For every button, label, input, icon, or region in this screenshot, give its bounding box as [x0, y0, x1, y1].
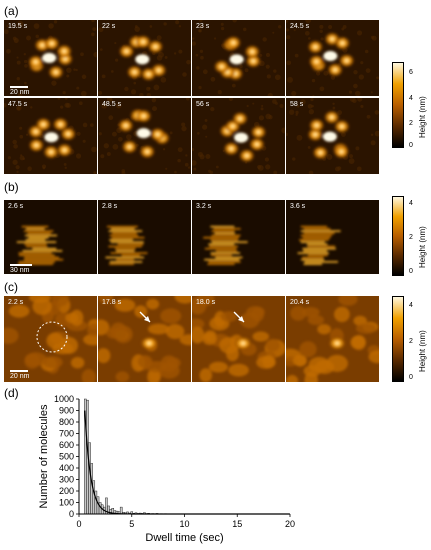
afm-image: 2.2 s 20 nm	[4, 296, 97, 382]
afm-image: 3.6 s	[286, 200, 379, 274]
y-tick-label: 700	[59, 429, 74, 439]
colorbar-b-tick: 0	[409, 268, 413, 275]
afm-image: 18.0 s	[192, 296, 285, 382]
timestamp-label: 3.2 s	[196, 203, 212, 210]
afm-image: 2.8 s	[98, 200, 191, 274]
colorbar-a-tick: 0	[409, 142, 413, 149]
colorbar-a-tick: 2	[409, 120, 413, 127]
timestamp-label: 23 s	[196, 23, 210, 30]
fit-curve	[84, 410, 290, 515]
afm-image: 19.5 s 20 nm	[4, 20, 97, 96]
timestamp-label: 3.6 s	[290, 203, 306, 210]
y-tick-label: 900	[59, 406, 74, 416]
timestamp-label: 20.4 s	[290, 299, 310, 306]
scale-bar-label: 20 nm	[10, 373, 30, 380]
afm-image: 48.5 s	[98, 98, 191, 174]
y-axis-label: Number of molecules	[38, 404, 50, 508]
scale-bar-label: 30 nm	[10, 267, 30, 274]
colorbar-a	[392, 62, 404, 148]
x-tick-label: 15	[232, 519, 242, 529]
panel-d-label: (d)	[4, 386, 19, 400]
panel-a-label: (a)	[4, 4, 19, 18]
histogram-bar	[119, 506, 123, 515]
afm-image: 24.5 s	[286, 20, 379, 96]
timestamp-label: 58 s	[290, 101, 304, 108]
scale-bar	[10, 370, 28, 372]
x-tick-label: 20	[285, 519, 295, 529]
panel-b-label: (b)	[4, 180, 19, 194]
timestamp-label: 47.5 s	[8, 101, 28, 108]
timestamp-label: 2.6 s	[8, 203, 24, 210]
timestamp-label: 17.8 s	[102, 299, 122, 306]
scale-bar	[10, 86, 28, 88]
histogram-bar	[94, 490, 98, 515]
x-tick-label: 5	[129, 519, 134, 529]
y-tick-label: 800	[59, 417, 74, 427]
afm-image: 20.4 s	[286, 296, 379, 382]
timestamp-label: 48.5 s	[102, 101, 122, 108]
colorbar-c-tick: 4	[409, 302, 413, 309]
afm-image: 23 s	[192, 20, 285, 96]
afm-image: 2.6 s 30 nm	[4, 200, 97, 274]
colorbar-b-tick: 2	[409, 234, 413, 241]
timestamp-label: 19.5 s	[8, 23, 28, 30]
colorbar-c-label: Height (nm)	[418, 330, 427, 372]
scale-bar	[10, 264, 32, 266]
timestamp-label: 56 s	[196, 101, 210, 108]
y-tick-label: 600	[59, 440, 74, 450]
colorbar-b	[392, 196, 404, 276]
scale-bar-label: 20 nm	[10, 89, 30, 96]
timestamp-label: 2.8 s	[102, 203, 118, 210]
y-tick-label: 300	[59, 475, 74, 485]
colorbar-a-tick: 4	[409, 95, 413, 102]
y-tick-label: 0	[69, 509, 74, 519]
y-tick-label: 100	[59, 498, 74, 508]
panel-c-label: (c)	[4, 280, 18, 294]
colorbar-c	[392, 296, 404, 382]
afm-image: 22 s	[98, 20, 191, 96]
timestamp-label: 24.5 s	[290, 23, 310, 30]
y-tick-label: 1000	[54, 394, 74, 404]
histogram-bar	[88, 442, 91, 515]
timestamp-label: 22 s	[102, 23, 116, 30]
colorbar-b-tick: 4	[409, 200, 413, 207]
afm-image: 58 s	[286, 98, 379, 174]
timestamp-label: 18.0 s	[196, 299, 216, 306]
colorbar-a-label: Height (nm)	[418, 96, 427, 138]
colorbar-c-tick: 2	[409, 338, 413, 345]
afm-image: 3.2 s	[192, 200, 285, 274]
afm-image: 47.5 s	[4, 98, 97, 174]
colorbar-c-tick: 0	[409, 374, 413, 381]
histogram-bar	[92, 480, 96, 515]
y-tick-label: 400	[59, 463, 74, 473]
x-axis-label: Dwell time (sec)	[145, 532, 223, 544]
colorbar-b-label: Height (nm)	[418, 226, 427, 268]
x-tick-label: 10	[179, 519, 189, 529]
timestamp-label: 2.2 s	[8, 299, 24, 306]
y-tick-label: 500	[59, 452, 74, 462]
colorbar-a-tick: 6	[409, 69, 413, 76]
afm-image: 56 s	[192, 98, 285, 174]
afm-image: 17.8 s	[98, 296, 191, 382]
y-tick-label: 200	[59, 486, 74, 496]
x-tick-label: 0	[76, 519, 81, 529]
